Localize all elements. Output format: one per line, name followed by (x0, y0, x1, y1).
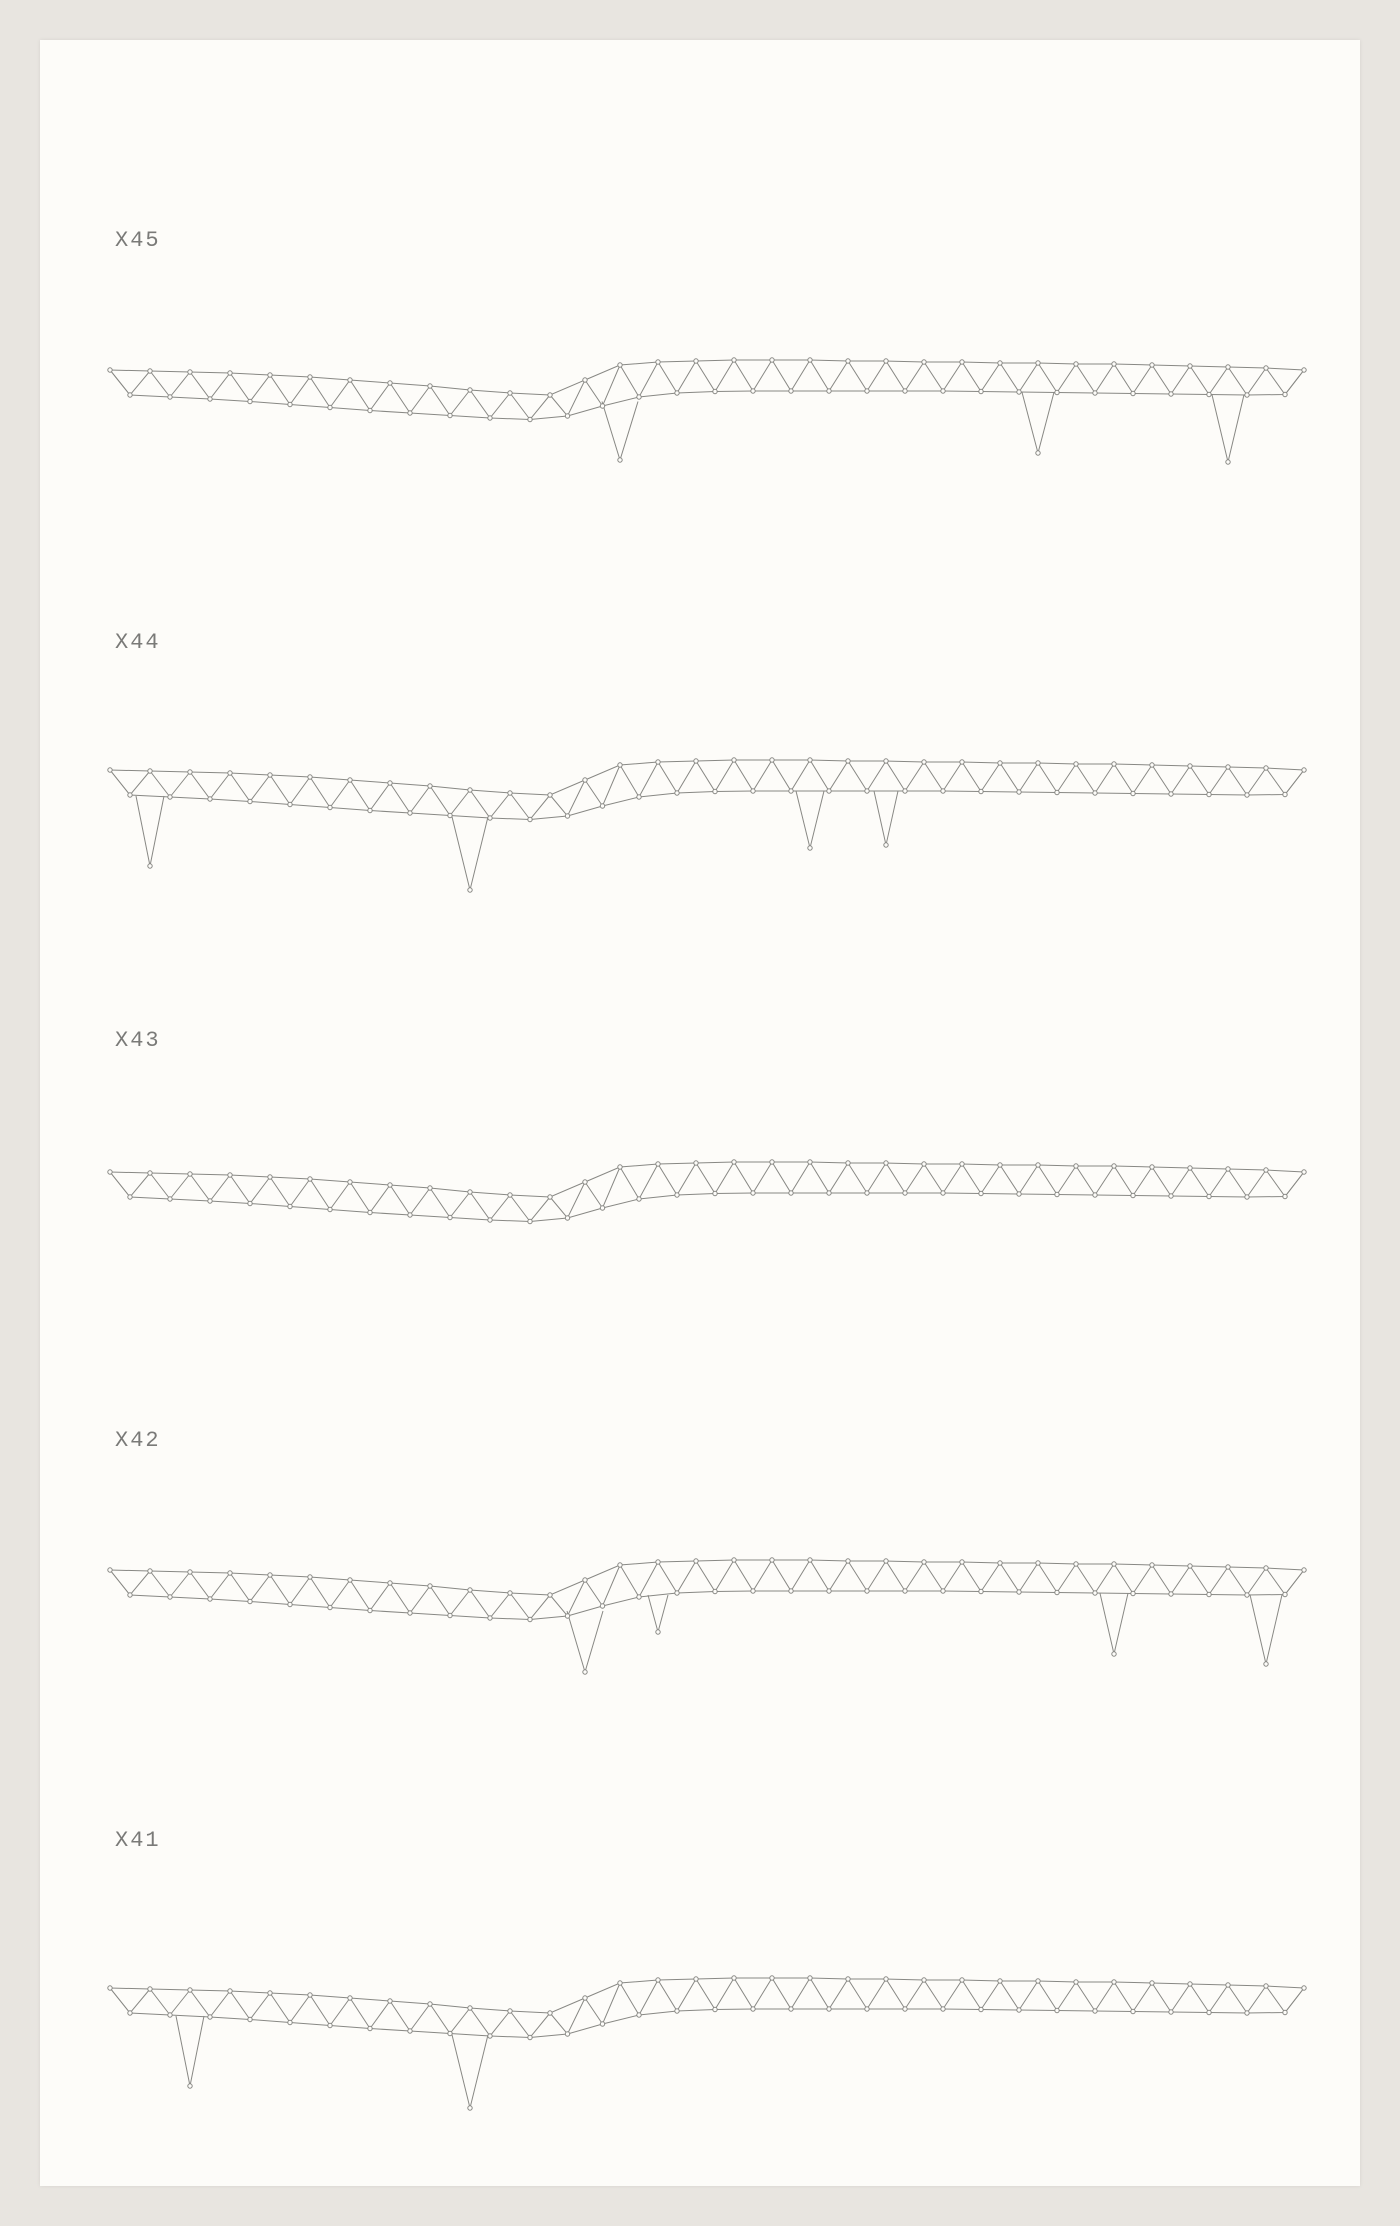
truss-x41 (110, 1988, 1320, 2208)
truss-x43 (110, 1172, 1320, 1392)
section-label-x44: X44 (115, 630, 161, 655)
section-label-x43: X43 (115, 1028, 161, 1053)
section-label-x42: X42 (115, 1428, 161, 1453)
truss-x42 (110, 1570, 1320, 1790)
paper-sheet: X45 X44 X43 X42 X41 (40, 40, 1360, 2186)
truss-x45 (110, 370, 1320, 590)
section-label-x45: X45 (115, 228, 161, 253)
section-label-x41: X41 (115, 1828, 161, 1853)
truss-x44 (110, 770, 1320, 990)
